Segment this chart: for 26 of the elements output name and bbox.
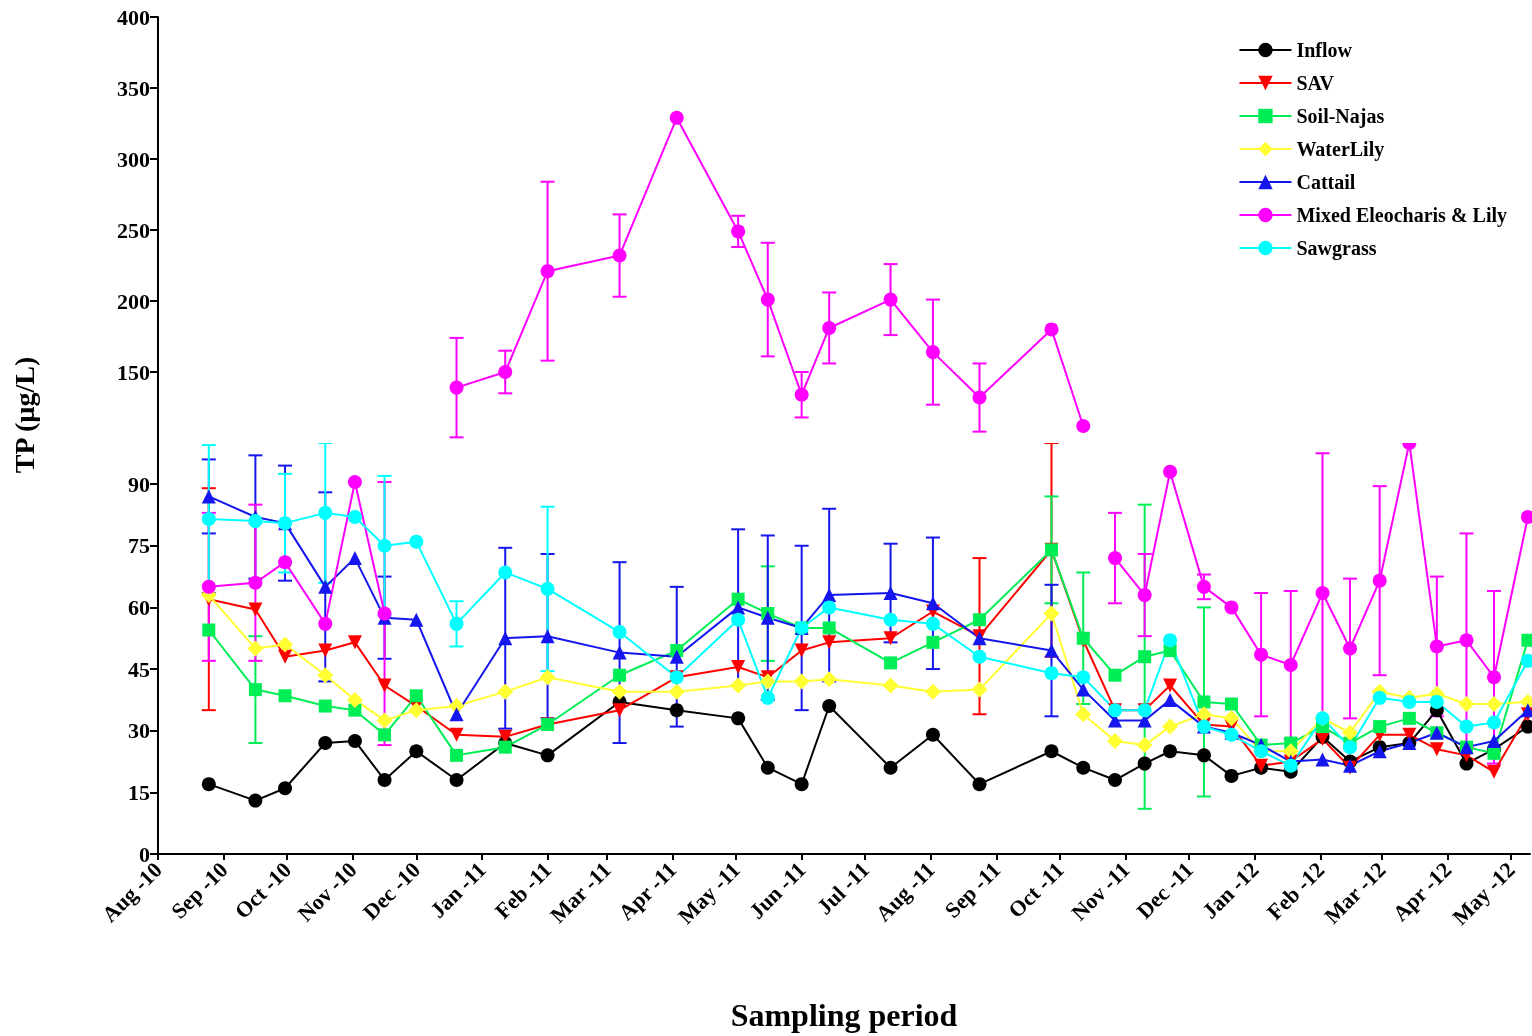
y-tick-label: 250 xyxy=(117,217,150,243)
legend-label: Sawgrass xyxy=(1296,237,1377,260)
y-tick-label: 90 xyxy=(128,471,150,497)
x-axis-title: Sampling period xyxy=(730,997,958,1033)
y-tick-label: 300 xyxy=(117,146,150,172)
y-tick-label: 150 xyxy=(117,359,150,385)
legend-label: Mixed Eleocharis & Lily xyxy=(1296,204,1508,227)
x-tick-label: Jan -12 xyxy=(1197,857,1264,924)
x-tick-label: Jan -11 xyxy=(425,857,491,923)
y-tick-label: 30 xyxy=(128,718,150,744)
y-tick-label: 200 xyxy=(117,288,150,314)
legend-label: SAV xyxy=(1296,72,1335,94)
y-axis-title: TP (µg/L) xyxy=(9,356,41,474)
legend-label: Cattail xyxy=(1296,171,1356,193)
x-tick-label: Oct -11 xyxy=(1003,857,1069,923)
y-tick-label: 75 xyxy=(128,533,150,559)
x-tick-label: Jun -11 xyxy=(743,857,811,924)
y-tick-label: 15 xyxy=(128,779,150,805)
legend-label: WaterLily xyxy=(1296,138,1385,161)
legend-label: Inflow xyxy=(1296,39,1353,61)
y-tick-label: 350 xyxy=(117,75,150,101)
y-tick-label: 400 xyxy=(117,4,150,30)
legend-label: Soil-Najas xyxy=(1296,105,1385,128)
y-tick-label: 60 xyxy=(128,594,150,620)
y-tick-label: 45 xyxy=(128,656,150,682)
x-tick-label: Sep -11 xyxy=(939,857,1006,923)
